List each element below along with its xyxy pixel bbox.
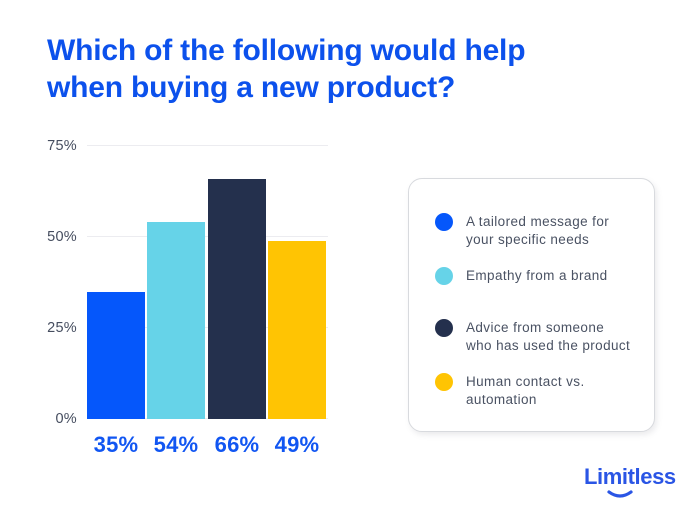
limitless-logo: Limitless (584, 464, 684, 504)
gridline (87, 236, 328, 237)
gridline (87, 145, 328, 146)
y-axis-tick-label: 75% (47, 138, 77, 154)
x-tick-label: 54% (153, 432, 199, 457)
y-axis: 0% 25% 50% 75% (30, 138, 77, 427)
gridline (87, 327, 328, 328)
plot-area (87, 145, 328, 419)
smile-icon (607, 490, 633, 498)
legend-item: Advice from someone who has used the pro… (435, 319, 634, 355)
legend-item: A tailored message for your specific nee… (435, 213, 634, 249)
bar-2 (147, 222, 205, 419)
legend-item-label: Human contact vs. automation (466, 374, 585, 407)
x-tick-label: 66% (214, 432, 260, 457)
legend-item: Empathy from a brand (435, 267, 634, 285)
bar-3 (208, 179, 266, 419)
y-axis-tick-label: 50% (47, 229, 77, 245)
y-axis-tick-label: 0% (55, 411, 77, 427)
legend-card: A tailored message for your specific nee… (408, 178, 655, 432)
legend-item: Human contact vs. automation (435, 373, 634, 409)
legend-item-label: Advice from someone who has used the pro… (466, 320, 631, 353)
legend-item-label: Empathy from a brand (466, 268, 608, 283)
y-axis-tick-label: 25% (47, 320, 77, 336)
chart-title: Which of the following would help when b… (47, 34, 526, 104)
legend-swatch-icon (435, 213, 453, 231)
legend-swatch-icon (435, 267, 453, 285)
logo-text: Limitless (584, 464, 676, 489)
bar-4 (268, 241, 326, 419)
x-tick-label: 35% (93, 432, 139, 457)
gridline (87, 418, 328, 419)
legend-swatch-icon (435, 373, 453, 391)
x-axis: 35% 54% 66% 49% (87, 432, 328, 458)
legend-swatch-icon (435, 319, 453, 337)
bar-1 (87, 292, 145, 419)
x-tick-label: 49% (274, 432, 320, 457)
legend-item-label: A tailored message for your specific nee… (466, 214, 610, 247)
